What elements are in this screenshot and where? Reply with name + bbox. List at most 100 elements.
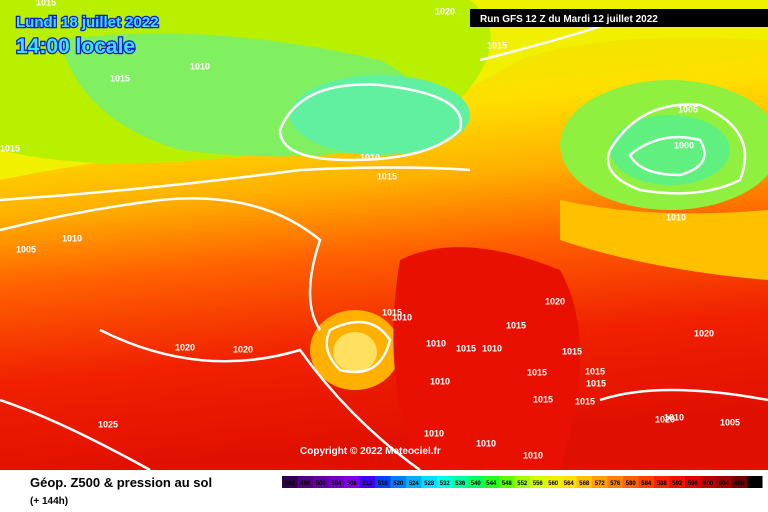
isobar-label: 1015	[110, 73, 130, 83]
isobar-label: 1020	[694, 328, 714, 338]
scale-swatch	[313, 476, 329, 488]
scale-swatch	[747, 476, 763, 488]
isobar-label: 1020	[655, 414, 675, 424]
scale-label: 596	[688, 481, 699, 487]
scale-label: 556	[533, 481, 544, 487]
scale-swatch	[731, 476, 747, 488]
scale-swatch	[499, 476, 515, 488]
isobar-label: 1010	[360, 152, 380, 162]
orange-band	[560, 200, 768, 280]
isobar-label: 1010	[430, 376, 450, 386]
scale-label: 560	[548, 481, 559, 487]
cut-off-core	[333, 332, 377, 372]
scale-label: 552	[517, 481, 528, 487]
isobar-label: 1010	[62, 233, 82, 243]
scale-swatch	[421, 476, 437, 488]
scale-swatch	[406, 476, 422, 488]
isobar-label: 1020	[545, 296, 565, 306]
ridge	[393, 247, 580, 470]
scale-label: 576	[610, 481, 621, 487]
isobar-label: 1015	[382, 307, 402, 317]
scale-swatch	[530, 476, 546, 488]
isobar-lines	[0, 18, 768, 472]
isobar-label: 1005	[16, 244, 36, 254]
scale-swatch	[623, 476, 639, 488]
scale-swatch	[375, 476, 391, 488]
scale-swatch	[654, 476, 670, 488]
scale-label: 512	[362, 481, 373, 487]
footer-title: Géop. Z500 & pression au sol	[30, 475, 212, 490]
isobar-label: 1015	[562, 346, 582, 356]
scale-swatch	[437, 476, 453, 488]
scale-label: 568	[579, 481, 590, 487]
isobar-label: 1010	[664, 412, 684, 422]
scale-label: 532	[440, 481, 451, 487]
isobar-label: 1025	[98, 419, 118, 429]
isobar-label: 1005	[720, 417, 740, 427]
isobar-label: 1010	[426, 338, 446, 348]
scale-label: 524	[409, 481, 420, 487]
scale-label: 496	[300, 481, 311, 487]
time: 14:00 locale	[16, 35, 135, 58]
scale-swatch	[576, 476, 592, 488]
isobar-label: 1015	[585, 366, 605, 376]
scale-label: 548	[502, 481, 513, 487]
scale-label: 564	[564, 481, 575, 487]
scale-swatch	[685, 476, 701, 488]
scale-swatch	[483, 476, 499, 488]
scale-swatch	[468, 476, 484, 488]
scale-label: 504	[331, 481, 342, 487]
scale-swatch	[638, 476, 654, 488]
isobar-label: 1015	[506, 320, 526, 330]
isobar-label: 1015	[575, 396, 595, 406]
scale-swatch	[359, 476, 375, 488]
scale-swatch	[344, 476, 360, 488]
scale-label: 588	[657, 481, 668, 487]
scale-swatch	[545, 476, 561, 488]
isobar-label: 1010	[666, 212, 686, 222]
scale-swatch	[328, 476, 344, 488]
scale-label: 580	[626, 481, 637, 487]
isobar-label: 1010	[482, 343, 502, 353]
scale-label: 508	[347, 481, 358, 487]
scale-swatch	[669, 476, 685, 488]
scale-swatch	[390, 476, 406, 488]
scale-label: 584	[641, 481, 652, 487]
scale-label: 572	[595, 481, 606, 487]
scale-label: 492	[285, 481, 296, 487]
copyright: Copyright © 2022 Meteociel.fr	[300, 446, 441, 457]
scale-label: 540	[471, 481, 482, 487]
scale-swatch	[297, 476, 313, 488]
isobar-label: 1005	[678, 104, 698, 114]
isobar-label: 1015	[0, 143, 20, 153]
isobar-label: 1010	[476, 438, 496, 448]
scale-label: 592	[672, 481, 683, 487]
scale-swatch	[592, 476, 608, 488]
isobar-label: 1015	[377, 171, 397, 181]
scale-label: 604	[719, 481, 730, 487]
scale-label: 544	[486, 481, 497, 487]
scale-label: 528	[424, 481, 435, 487]
date: Lundi 18 juillet 2022	[16, 14, 159, 31]
isobar-label: 1020	[175, 342, 195, 352]
scale-label: 612	[750, 481, 761, 487]
scale-label: 536	[455, 481, 466, 487]
isobar-label: 1015	[533, 394, 553, 404]
scale-swatch	[561, 476, 577, 488]
scale-label: 516	[378, 481, 389, 487]
isobar-label: 1020	[233, 344, 253, 354]
scale-swatch	[452, 476, 468, 488]
scale-swatch	[514, 476, 530, 488]
isobar-label: 1015	[487, 40, 507, 50]
scale-swatch	[607, 476, 623, 488]
cyan-low	[290, 75, 470, 155]
isobar-label: 1010	[392, 312, 412, 322]
scale-label: 520	[393, 481, 404, 487]
isobar-label: 1015	[456, 343, 476, 353]
isobar-label: 1010	[523, 450, 543, 460]
footer-lead: (+ 144h)	[30, 496, 68, 507]
scale-swatch	[282, 476, 298, 488]
run-box	[470, 9, 768, 27]
